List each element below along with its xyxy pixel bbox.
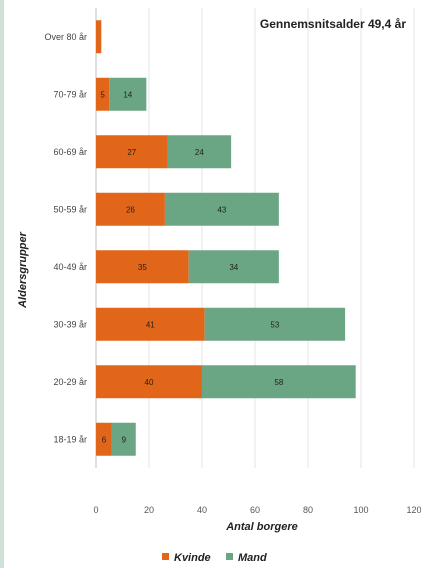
x-tick-label: 20	[144, 505, 154, 515]
y-axis-title: Aldersgrupper	[17, 231, 29, 309]
bar-kvinde	[96, 135, 168, 169]
y-tick-label: 20-29 år	[53, 377, 87, 387]
x-tick-label: 100	[353, 505, 368, 515]
bar-kvinde	[96, 365, 202, 399]
data-label: 34	[229, 263, 238, 272]
data-label: 41	[146, 320, 155, 329]
data-label: 26	[126, 205, 135, 214]
chart-title: Gennemsnitsalder 49,4 år	[260, 17, 406, 31]
y-tick-label: 18-19 år	[53, 434, 87, 444]
data-label: 14	[123, 90, 132, 99]
x-axis-title: Antal borgere	[225, 521, 298, 533]
y-tick-label: Over 80 år	[44, 32, 87, 42]
data-label: 6	[102, 435, 107, 444]
bar-kvinde	[96, 250, 189, 284]
grid-layer	[95, 8, 415, 468]
y-tick-label: 50-59 år	[53, 204, 87, 214]
bar-mand	[164, 192, 279, 226]
legend-swatch-kvinde	[162, 553, 169, 560]
ticks-layer: 0 20 40 60 80 100 120 Over 80 år 70-79 år 60-69 å…	[44, 32, 421, 515]
bars-layer: 5 14 27 24 26 43 35 34 41 53 40 58 6 9	[96, 20, 356, 456]
data-label: 24	[195, 148, 204, 157]
x-tick-label: 120	[406, 505, 421, 515]
bar-kvinde	[96, 192, 165, 226]
x-tick-label: 60	[250, 505, 260, 515]
data-label: 43	[217, 205, 226, 214]
legend-label-mand: Mand	[238, 552, 267, 564]
y-tick-label: 70-79 år	[53, 89, 87, 99]
data-label: 40	[145, 378, 154, 387]
y-tick-label: 60-69 år	[53, 147, 87, 157]
legend-label-kvinde: Kvinde	[174, 552, 211, 564]
data-label: 9	[122, 435, 127, 444]
data-label: 35	[138, 263, 147, 272]
bar-kvinde	[96, 77, 110, 111]
bar-mand	[167, 135, 232, 169]
bar-mand	[202, 365, 356, 399]
bar-mand	[109, 77, 147, 111]
y-tick-label: 30-39 år	[53, 319, 87, 329]
bar-kvinde	[96, 20, 102, 54]
legend-swatch-mand	[226, 553, 233, 560]
data-label: 53	[270, 320, 279, 329]
bar-mand	[188, 250, 279, 284]
bar-kvinde	[96, 422, 112, 456]
bar-mand	[204, 307, 346, 341]
x-tick-label: 40	[197, 505, 207, 515]
legend: Kvinde Mand	[162, 552, 267, 564]
x-tick-label: 0	[93, 505, 98, 515]
chart-canvas: 5 14 27 24 26 43 35 34 41 53 40 58 6 9 0 20 40 60 80 100 12…	[17, 8, 421, 564]
data-label: 5	[100, 90, 105, 99]
x-tick-label: 80	[303, 505, 313, 515]
bar-kvinde	[96, 307, 205, 341]
bar-mand	[111, 422, 136, 456]
data-label: 27	[127, 148, 136, 157]
y-tick-label: 40-49 år	[53, 262, 87, 272]
data-label: 58	[274, 378, 283, 387]
